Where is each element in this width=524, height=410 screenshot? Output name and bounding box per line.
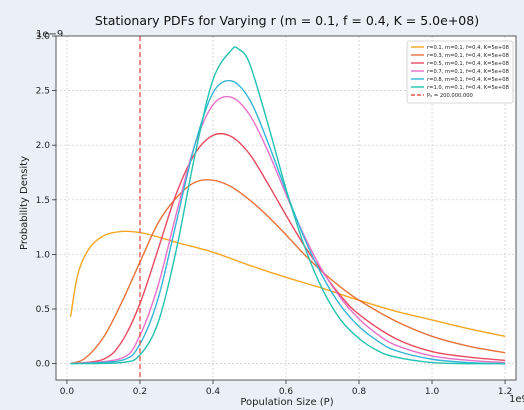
y-axis-label: Probability Density: [19, 156, 30, 250]
y-tick-label: 1.0: [36, 250, 51, 260]
x-tick-label: 0.6: [279, 387, 294, 397]
y-multiplier: 1e−9: [36, 29, 63, 40]
x-tick-label: 0.0: [60, 387, 75, 397]
legend-label: r=0.8, m=0.1, f=0.4, K=5e+08: [427, 77, 509, 83]
legend-label: r=1.0, m=0.1, f=0.4, K=5e+08: [427, 85, 509, 91]
x-multiplier: 1e9: [509, 394, 524, 405]
y-tick-label: 2.5: [36, 87, 50, 97]
legend-box: [406, 40, 514, 104]
y-tick-label: 0.5: [36, 305, 50, 315]
series-line-3: [70, 132, 506, 365]
y-tick-label: 3.0: [36, 32, 51, 42]
plot-area: 0.0 0.2 0.4 0.6 0.8 1.0 1.2 0.0 0.5 1.0 1.5 2.0 2.5 3…: [36, 32, 517, 397]
legend: r=0.1, m=0.1, f=0.4, K=5e+08 r=0.3, m=0.1…: [406, 40, 514, 104]
series-line-5: [70, 79, 506, 365]
y-tick-label: 1.5: [36, 196, 50, 206]
series-line-4: [70, 95, 506, 365]
x-tick-label: 1.0: [425, 387, 440, 397]
series-line-1: [69, 230, 506, 338]
x-tick-label: 0.8: [352, 387, 367, 397]
series-lines: [69, 46, 506, 365]
y-tick-label: 2.0: [36, 141, 51, 151]
series-line-6: [70, 46, 506, 365]
legend-label: P₀ = 200,000,000: [427, 93, 473, 99]
x-axis-label: Population Size (P): [240, 397, 333, 408]
legend-label: r=0.5, m=0.1, f=0.4, K=5e+08: [427, 61, 509, 67]
x-tick-label: 0.2: [133, 387, 147, 397]
legend-label: r=0.7, m=0.1, f=0.4, K=5e+08: [427, 69, 509, 75]
legend-label: r=0.1, m=0.1, f=0.4, K=5e+08: [427, 45, 509, 51]
y-tick-label: 0.0: [36, 360, 51, 370]
legend-label: r=0.3, m=0.1, f=0.4, K=5e+08: [427, 53, 509, 59]
x-tick-label: 1.2: [498, 387, 512, 397]
series-line-2: [70, 179, 506, 365]
x-tick-label: 0.4: [206, 387, 221, 397]
chart-title: Stationary PDFs for Varying r (m = 0.1, …: [95, 13, 479, 28]
